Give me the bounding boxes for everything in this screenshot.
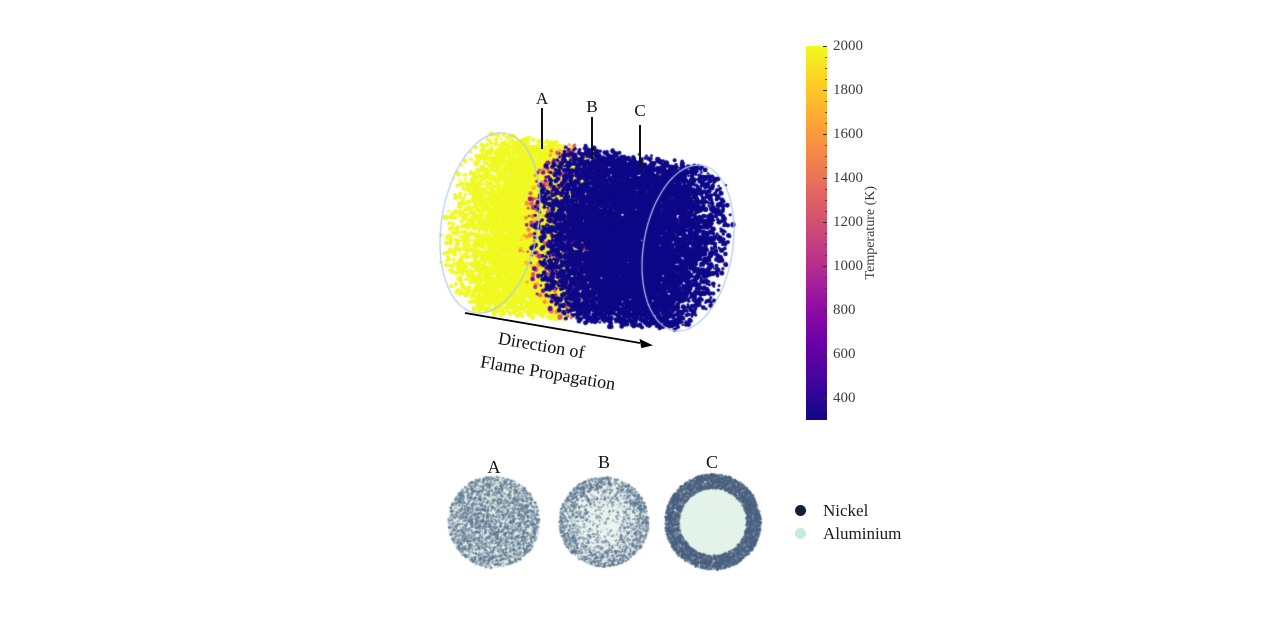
colorbar-minor-tick [824, 79, 827, 80]
colorbar-minor-tick [824, 244, 827, 245]
aluminium-dot-icon [795, 528, 806, 539]
cross-section-label-c: C [705, 452, 718, 472]
colorbar-minor-tick [824, 200, 827, 201]
colorbar-major-tick [823, 90, 827, 91]
colorbar-minor-tick [824, 145, 827, 146]
colorbar-major-tick [823, 354, 827, 355]
colorbar-minor-tick [824, 68, 827, 69]
cylinder-marker-line-a [541, 108, 543, 149]
temperature-particle-cylinder-plot [418, 108, 768, 358]
colorbar-tick-label: 1400 [833, 170, 863, 186]
cross-section-disks [440, 455, 780, 590]
colorbar-tick-label: 1600 [833, 126, 863, 142]
colorbar-major-tick [823, 310, 827, 311]
colorbar-major-tick [823, 266, 827, 267]
legend-row-aluminium: Aluminium [795, 522, 901, 545]
cylinder-marker-label-a: A [535, 89, 549, 108]
colorbar-tick-label: 800 [833, 302, 856, 318]
colorbar-minor-tick [824, 299, 827, 300]
colorbar-minor-tick [824, 211, 827, 212]
colorbar-minor-tick [824, 255, 827, 256]
colorbar-tick-label: 600 [833, 346, 856, 362]
cylinder-marker-line-c [639, 125, 641, 167]
temperature-colorbar [806, 46, 827, 420]
colorbar-minor-tick [824, 57, 827, 58]
colorbar-minor-tick [824, 409, 827, 410]
colorbar-minor-tick [824, 167, 827, 168]
legend-label-aluminium: Aluminium [823, 523, 902, 543]
colorbar-minor-tick [824, 189, 827, 190]
colorbar-major-tick [823, 222, 827, 223]
colorbar-tick-label: 1800 [833, 82, 863, 98]
colorbar-minor-tick [824, 101, 827, 102]
colorbar-minor-tick [824, 156, 827, 157]
colorbar-minor-tick [824, 332, 827, 333]
colorbar-tick-label: 400 [833, 390, 856, 406]
legend: Nickel Aluminium [795, 499, 901, 545]
colorbar-major-tick [823, 178, 827, 179]
colorbar-minor-tick [824, 277, 827, 278]
colorbar-tick-label: 2000 [833, 38, 863, 54]
cylinder-marker-label-b: B [586, 97, 598, 116]
colorbar-title-wrap: Temperature (K) [860, 46, 882, 420]
colorbar-major-tick [823, 398, 827, 399]
legend-row-nickel: Nickel [795, 499, 901, 522]
colorbar-minor-tick [824, 343, 827, 344]
cross-section-label-b: B [597, 452, 610, 472]
colorbar-minor-tick [824, 376, 827, 377]
colorbar-minor-tick [824, 321, 827, 322]
colorbar-tick-label: 1200 [833, 214, 863, 230]
colorbar-tick-label: 1000 [833, 258, 863, 274]
cross-section-label-a: A [487, 457, 501, 477]
legend-label-nickel: Nickel [823, 500, 869, 520]
colorbar-minor-tick [824, 123, 827, 124]
colorbar-title: Temperature (K) [863, 186, 878, 280]
nickel-dot-icon [795, 505, 806, 516]
colorbar-minor-tick [824, 387, 827, 388]
cylinder-marker-line-b [591, 117, 593, 159]
colorbar-minor-tick [824, 365, 827, 366]
colorbar-major-tick [823, 46, 827, 47]
cylinder-marker-label-c: C [634, 101, 646, 120]
colorbar-minor-tick [824, 233, 827, 234]
colorbar-major-tick [823, 134, 827, 135]
colorbar-minor-tick [824, 112, 827, 113]
colorbar-minor-tick [824, 288, 827, 289]
flame-direction-arrow [464, 312, 653, 349]
